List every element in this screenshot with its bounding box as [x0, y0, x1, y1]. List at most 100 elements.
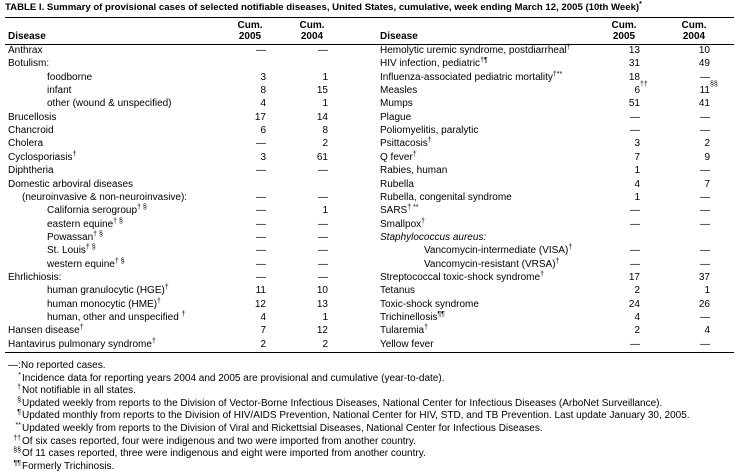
cell-c2005: 6 †† — [634, 81, 648, 97]
cell-c2005: — — [216, 245, 266, 257]
disease-name: Q fever† — [380, 151, 417, 164]
cell-c2005: 6 — [216, 125, 266, 137]
cell-c2005: — — [216, 259, 266, 271]
cell-c2004: — — [660, 72, 710, 84]
disease-name: Plague — [380, 112, 411, 124]
disease-name: human granulocytic (HGE)† — [47, 284, 169, 297]
disease-text: Rabies, human — [380, 165, 448, 177]
cell-c2004: 26 — [660, 299, 710, 311]
cell-value: 4 — [260, 98, 266, 110]
cell-c2004: — — [660, 165, 710, 177]
cell-value: — — [318, 165, 328, 177]
footnote-sup: † — [151, 337, 156, 345]
cell-c2005: 7 — [590, 152, 640, 164]
footnote-mark: ¶ — [17, 409, 21, 417]
cell-value: — — [700, 258, 710, 270]
disease-text: Vancomycin-intermediate (VISA) — [424, 245, 569, 257]
top-rule — [5, 17, 734, 18]
cell-c2005: 17 — [590, 272, 640, 284]
cell-value: 10 — [316, 285, 328, 297]
footnote-mark: § — [17, 396, 21, 404]
disease-name: Hemolytic uremic syndrome, postdiarrheal… — [380, 44, 571, 57]
cell-value: 8 — [260, 85, 266, 97]
footnote-text: Updated weekly from reports to the Divis… — [22, 397, 663, 409]
cell-value: 17 — [628, 271, 640, 283]
cell-value: 41 — [698, 98, 710, 110]
cell-value: 1 — [322, 312, 328, 323]
cell-c2004: 8 — [278, 125, 328, 137]
cell-c2005: — — [216, 232, 266, 244]
cell-c2004: — — [278, 245, 328, 257]
disease-text: human, other and unspecified — [47, 312, 182, 323]
cell-value: — — [630, 111, 640, 123]
cell-c2004: — — [278, 165, 328, 177]
disease-name: Rubella — [380, 179, 414, 191]
footnote-text: Of 11 cases reported, three were indigen… — [22, 448, 426, 460]
footnote-mark: †† — [13, 434, 21, 442]
cell-c2004: 11 §§ — [699, 81, 718, 97]
disease-text: infant — [47, 85, 72, 97]
cell-value: — — [256, 45, 266, 56]
cell-c2004: — — [660, 339, 710, 351]
footnote-sup: † — [157, 297, 161, 305]
cell-value: — — [630, 205, 640, 217]
disease-name: SARS† ** — [380, 204, 419, 217]
disease-text: HIV infection, pediatric — [380, 58, 481, 70]
cell-value: 3 — [260, 151, 266, 163]
cell-value: 1 — [704, 285, 710, 297]
disease-text: Botulism: — [8, 58, 50, 70]
cell-c2004: — — [278, 259, 328, 271]
disease-text: Yellow fever — [380, 338, 434, 350]
disease-text: Mumps — [380, 98, 413, 110]
disease-name: Tularemia† — [380, 324, 428, 337]
cell-c2005: 2 — [590, 285, 640, 297]
cell-c2004: 10 — [278, 285, 328, 297]
footnote-text: Incidence data for reporting years 2004 … — [22, 372, 445, 384]
disease-text: Anthrax — [8, 45, 43, 56]
disease-text: St. Louis — [47, 245, 86, 257]
cell-c2005: — — [216, 205, 266, 217]
cell-c2005: — — [590, 112, 640, 124]
disease-text: Vancomycin-resistant (VRSA) — [424, 258, 556, 270]
cell-value: 15 — [316, 85, 328, 97]
cell-c2005: — — [216, 272, 266, 284]
footnote-sup: † — [421, 217, 426, 225]
cell-value: — — [256, 258, 266, 270]
disease-name: Vancomycin-resistant (VRSA)† — [424, 258, 559, 271]
cell-value: 4 — [704, 325, 710, 337]
cell-value: 7 — [704, 178, 710, 190]
cell-value: 26 — [698, 298, 710, 310]
cell-value: 7 — [260, 325, 266, 337]
footnote-text: Of six cases reported, four were indigen… — [22, 435, 416, 447]
cell-c2005: 12 — [216, 299, 266, 311]
disease-name: Chancroid — [8, 125, 54, 137]
cell-c2004: — — [660, 312, 710, 324]
cell-value: 2 — [322, 338, 328, 350]
footnote-sup: † — [72, 150, 77, 158]
disease-name: (neuroinvasive & non-neuroinvasive): — [22, 192, 187, 204]
footnote-sup: † — [181, 311, 186, 318]
footnote-text: Updated weekly from reports to the Divis… — [22, 423, 543, 434]
footnote-text: Not notifiable in all states. — [22, 385, 136, 397]
disease-name: human monocytic (HME)† — [47, 297, 161, 311]
disease-name: Influenza-associated pediatric mortality… — [380, 71, 562, 84]
cell-c2004: 1 — [278, 72, 328, 84]
header-disease: Disease — [8, 31, 46, 42]
disease-name: Cyclosporiasis† — [8, 150, 77, 164]
cell-c2005: 18 — [590, 72, 640, 84]
cell-c2004: 37 — [660, 272, 710, 284]
cell-value: — — [318, 218, 328, 230]
cell-value: 1 — [634, 191, 640, 203]
header-cum2005: Cum. — [611, 20, 637, 31]
footnote-sup: †¶ — [480, 57, 488, 65]
disease-name: Trichinellosis¶¶ — [380, 311, 445, 324]
disease-text: Measles — [380, 85, 418, 97]
disease-text: Ehrlichiosis: — [8, 271, 62, 283]
cell-value: — — [700, 205, 710, 217]
cell-value: — — [700, 165, 710, 177]
cell-c2005: 13 — [590, 45, 640, 57]
cell-c2004: — — [278, 272, 328, 284]
cell-c2004: 7 — [660, 179, 710, 191]
disease-text: Q fever — [380, 151, 413, 163]
cell-c2004: 2 — [278, 339, 328, 351]
